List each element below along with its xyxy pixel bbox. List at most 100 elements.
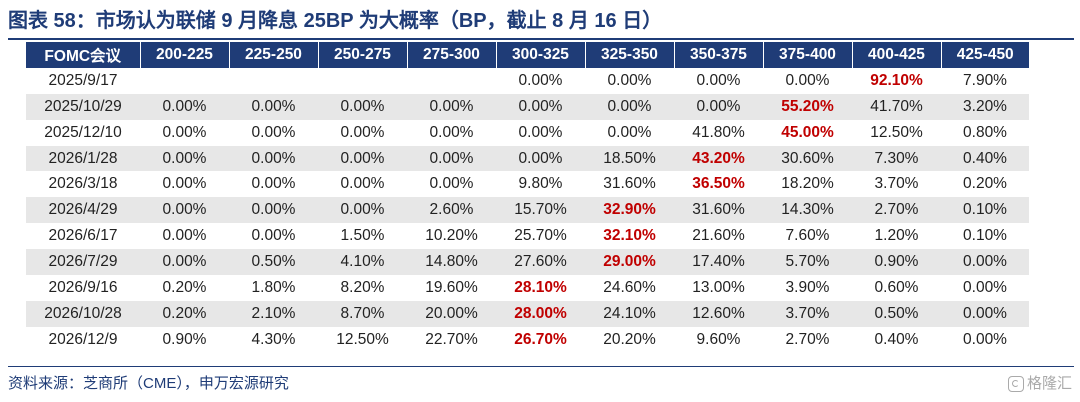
probability-cell: 0.00% bbox=[140, 93, 229, 120]
probability-cell: 0.00% bbox=[607, 71, 652, 89]
probability-cell: 0.00% bbox=[429, 175, 474, 193]
probability-cell: 0.00% bbox=[496, 145, 585, 172]
probability-cell: 0.00% bbox=[941, 300, 1029, 327]
probability-cell: 0.40% bbox=[874, 330, 919, 348]
probability-cell: 0.10% bbox=[963, 227, 1007, 245]
probability-cell: 0.00% bbox=[318, 93, 407, 120]
meeting-date-cell: 2026/7/29 bbox=[26, 249, 140, 276]
probability-cell: 0.00% bbox=[963, 330, 1007, 348]
meeting-date-cell: 2026/6/17 bbox=[48, 227, 118, 245]
probability-cell: 18.20% bbox=[781, 175, 834, 193]
probability-cell bbox=[318, 68, 407, 94]
probability-cell: 7.30% bbox=[852, 145, 941, 172]
column-header-range: 400-425 bbox=[852, 42, 942, 68]
probability-cell: 0.80% bbox=[963, 123, 1007, 141]
probability-cell: 5.70% bbox=[763, 249, 852, 276]
probability-cell: 10.20% bbox=[425, 227, 478, 245]
probability-cell: 12.60% bbox=[674, 300, 763, 327]
table-row: 2026/9/16 0.20% 1.80% 8.20% 19.60% 28.10% 24.6… bbox=[26, 275, 1029, 301]
probability-cell: 3.70% bbox=[874, 175, 919, 193]
source-note: 资料来源：芝商所（CME），申万宏源研究 bbox=[8, 375, 289, 392]
probability-cell: 0.00% bbox=[696, 71, 741, 89]
probability-cell: 1.50% bbox=[340, 227, 385, 245]
probability-cell: 3.20% bbox=[941, 93, 1029, 120]
probability-cell: 13.00% bbox=[692, 278, 745, 296]
probability-cell: 14.30% bbox=[763, 197, 852, 224]
probability-cell: 0.00% bbox=[518, 71, 563, 89]
probability-cell: 0.50% bbox=[229, 249, 318, 276]
column-header-range: 200-225 bbox=[140, 42, 230, 68]
probability-cell: 32.90% bbox=[585, 197, 674, 224]
probability-cell: 0.00% bbox=[229, 93, 318, 120]
probability-cell: 20.20% bbox=[603, 330, 656, 348]
table-row: 2026/1/28 0.00% 0.00% 0.00% 0.00% 0.00% 18.50%… bbox=[26, 145, 1029, 172]
probability-cell: 31.60% bbox=[603, 175, 656, 193]
probability-cell: 24.10% bbox=[585, 300, 674, 327]
probability-cell: 0.00% bbox=[585, 93, 674, 120]
probability-cell: 41.70% bbox=[852, 93, 941, 120]
probability-cell: 0.20% bbox=[162, 278, 207, 296]
table-row: 2025/12/10 0.00% 0.00% 0.00% 0.00% 0.00% 0.00%… bbox=[26, 120, 1029, 146]
probability-cell: 0.60% bbox=[874, 278, 919, 296]
probability-cell: 0.00% bbox=[340, 123, 385, 141]
rate-probability-table: FOMC会议 200-225 225-250 250-275 275-300 300-32… bbox=[26, 42, 1029, 353]
table-row: 2026/7/29 0.00% 0.50% 4.10% 14.80% 27.60% 29.0… bbox=[26, 249, 1029, 276]
probability-cell: 28.10% bbox=[514, 278, 567, 296]
probability-cell: 0.00% bbox=[429, 123, 474, 141]
probability-cell: 92.10% bbox=[870, 71, 923, 89]
probability-cell: 7.60% bbox=[785, 227, 830, 245]
table-row: 2026/3/18 0.00% 0.00% 0.00% 0.00% 9.80% 31.60%… bbox=[26, 171, 1029, 197]
column-header-range: 350-375 bbox=[674, 42, 764, 68]
probability-cell: 36.50% bbox=[692, 175, 745, 193]
probability-cell: 0.00% bbox=[607, 123, 652, 141]
table-row: 2026/12/9 0.90% 4.30% 12.50% 22.70% 26.70% 20.… bbox=[26, 327, 1029, 353]
probability-cell: 0.00% bbox=[340, 175, 385, 193]
probability-cell: 0.00% bbox=[407, 93, 496, 120]
figure-title: 图表 58：市场认为联储 9 月降息 25BP 为大概率（BP，截止 8 月 1… bbox=[8, 10, 663, 32]
probability-cell: 55.20% bbox=[763, 93, 852, 120]
probability-cell: 8.70% bbox=[318, 300, 407, 327]
probability-cell: 0.00% bbox=[251, 123, 296, 141]
probability-cell: 4.10% bbox=[318, 249, 407, 276]
watermark-logo-icon bbox=[1007, 376, 1024, 392]
probability-cell: 0.00% bbox=[229, 197, 318, 224]
probability-cell: 27.60% bbox=[496, 249, 585, 276]
meeting-date-cell: 2026/3/18 bbox=[48, 175, 118, 193]
meeting-date-cell: 2026/10/28 bbox=[26, 300, 140, 327]
table-row: 2025/10/29 0.00% 0.00% 0.00% 0.00% 0.00% 0.00%… bbox=[26, 93, 1029, 120]
probability-cell bbox=[140, 68, 229, 94]
table-body: 2025/9/17 0.00% 0.00% 0.00% 0.00% 92.10% 7.90%… bbox=[26, 68, 1029, 353]
probability-cell: 0.00% bbox=[140, 145, 229, 172]
probability-cell: 0.00% bbox=[785, 71, 830, 89]
column-header-range: 250-275 bbox=[318, 42, 408, 68]
probability-cell: 2.70% bbox=[785, 330, 830, 348]
probability-cell: 0.00% bbox=[518, 123, 563, 141]
probability-cell: 4.30% bbox=[251, 330, 296, 348]
table-row: 2026/6/17 0.00% 0.00% 1.50% 10.20% 25.70% 32.1… bbox=[26, 223, 1029, 249]
probability-cell: 0.50% bbox=[852, 300, 941, 327]
probability-cell: 0.00% bbox=[318, 145, 407, 172]
probability-cell: 0.00% bbox=[140, 197, 229, 224]
watermark-text: 格隆汇 bbox=[1026, 375, 1072, 392]
probability-cell: 2.10% bbox=[229, 300, 318, 327]
probability-cell: 2.70% bbox=[852, 197, 941, 224]
probability-cell: 0.00% bbox=[162, 123, 207, 141]
table-row: 2026/10/28 0.20% 2.10% 8.70% 20.00% 28.00% 24.… bbox=[26, 300, 1029, 327]
probability-cell: 43.20% bbox=[674, 145, 763, 172]
probability-cell: 0.00% bbox=[162, 227, 207, 245]
probability-cell: 24.60% bbox=[603, 278, 656, 296]
meeting-date-cell: 2026/4/29 bbox=[26, 197, 140, 224]
probability-cell bbox=[407, 68, 496, 94]
column-header-range: 375-400 bbox=[763, 42, 853, 68]
probability-cell: 8.20% bbox=[340, 278, 385, 296]
probability-cell: 21.60% bbox=[692, 227, 745, 245]
probability-cell: 14.80% bbox=[407, 249, 496, 276]
probability-cell: 12.50% bbox=[870, 123, 923, 141]
probability-cell: 0.20% bbox=[963, 175, 1007, 193]
probability-cell: 18.50% bbox=[585, 145, 674, 172]
probability-cell: 3.90% bbox=[785, 278, 830, 296]
probability-cell: 1.80% bbox=[251, 278, 296, 296]
probability-cell: 0.90% bbox=[852, 249, 941, 276]
probability-cell: 0.00% bbox=[963, 278, 1007, 296]
probability-cell: 30.60% bbox=[763, 145, 852, 172]
